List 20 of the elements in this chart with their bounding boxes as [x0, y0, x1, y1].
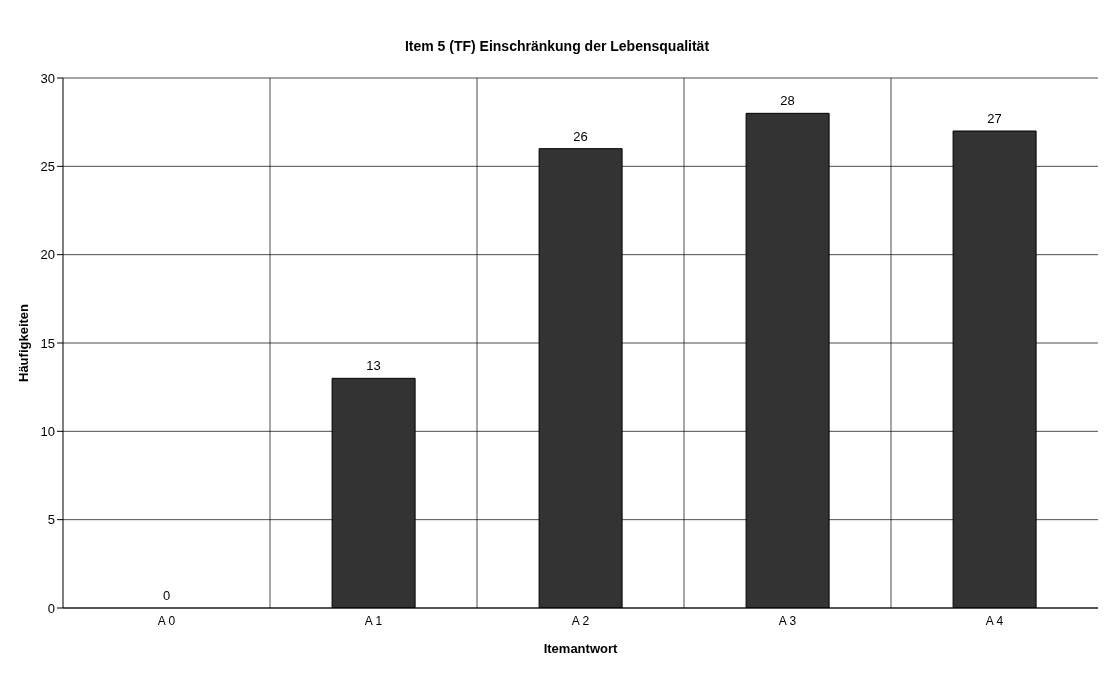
data-label: 28: [780, 93, 795, 109]
data-label: 26: [573, 128, 588, 144]
x-tick-label: A 4: [985, 613, 1004, 628]
data-label: 27: [987, 111, 1002, 126]
x-tick-label: A 3: [778, 613, 797, 628]
y-tick-label: 5: [47, 512, 55, 528]
data-label: 13: [366, 358, 381, 374]
y-tick-label: 20: [40, 247, 55, 263]
y-tick-label: 0: [47, 600, 55, 616]
data-label: 0: [162, 588, 171, 603]
y-axis-title: Häufigkeiten: [15, 303, 31, 383]
x-axis-title: Itemantwort: [543, 641, 619, 656]
y-tick-label: 30: [40, 70, 55, 86]
y-tick-label: 10: [40, 423, 55, 439]
x-tick-label: A 0: [157, 613, 176, 628]
x-tick-label: A 1: [364, 613, 383, 628]
x-tick-label: A 2: [571, 613, 590, 628]
y-tick-label: 15: [40, 335, 55, 351]
y-tick-label: 25: [40, 158, 55, 174]
chart-title: Item 5 (TF) Einschränkung der Lebensqualität: [403, 38, 711, 56]
